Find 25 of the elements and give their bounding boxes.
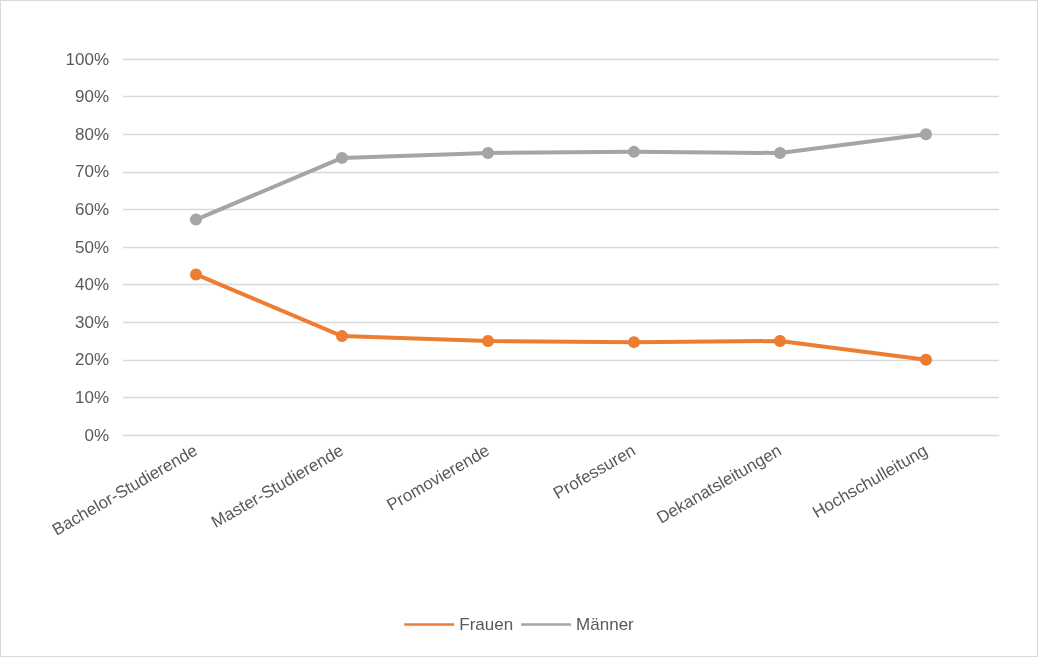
y-tick-label: 10% bbox=[74, 387, 109, 407]
y-tick-label: 70% bbox=[74, 162, 109, 182]
legend-label: Männer bbox=[576, 615, 635, 634]
point bbox=[774, 335, 786, 347]
point bbox=[482, 147, 494, 159]
y-tick-label: 100% bbox=[65, 49, 109, 69]
y-tick-label: 50% bbox=[74, 237, 109, 257]
point bbox=[628, 145, 640, 158]
y-tick-label: 60% bbox=[74, 199, 109, 219]
y-tick-label: 90% bbox=[74, 87, 109, 107]
point bbox=[336, 330, 348, 343]
y-tick-label: 30% bbox=[74, 312, 109, 332]
y-tick-label: 20% bbox=[74, 350, 109, 370]
y-tick-label: 80% bbox=[74, 124, 109, 144]
point bbox=[482, 335, 494, 347]
point bbox=[920, 128, 932, 141]
legend-label: Frauen bbox=[459, 615, 514, 634]
point bbox=[190, 213, 202, 226]
point bbox=[190, 268, 202, 281]
point bbox=[336, 151, 348, 164]
point bbox=[628, 336, 640, 349]
y-tick-label: 0% bbox=[84, 425, 109, 445]
y-tick-label: 40% bbox=[74, 275, 109, 295]
point bbox=[920, 353, 932, 366]
point bbox=[774, 147, 786, 159]
